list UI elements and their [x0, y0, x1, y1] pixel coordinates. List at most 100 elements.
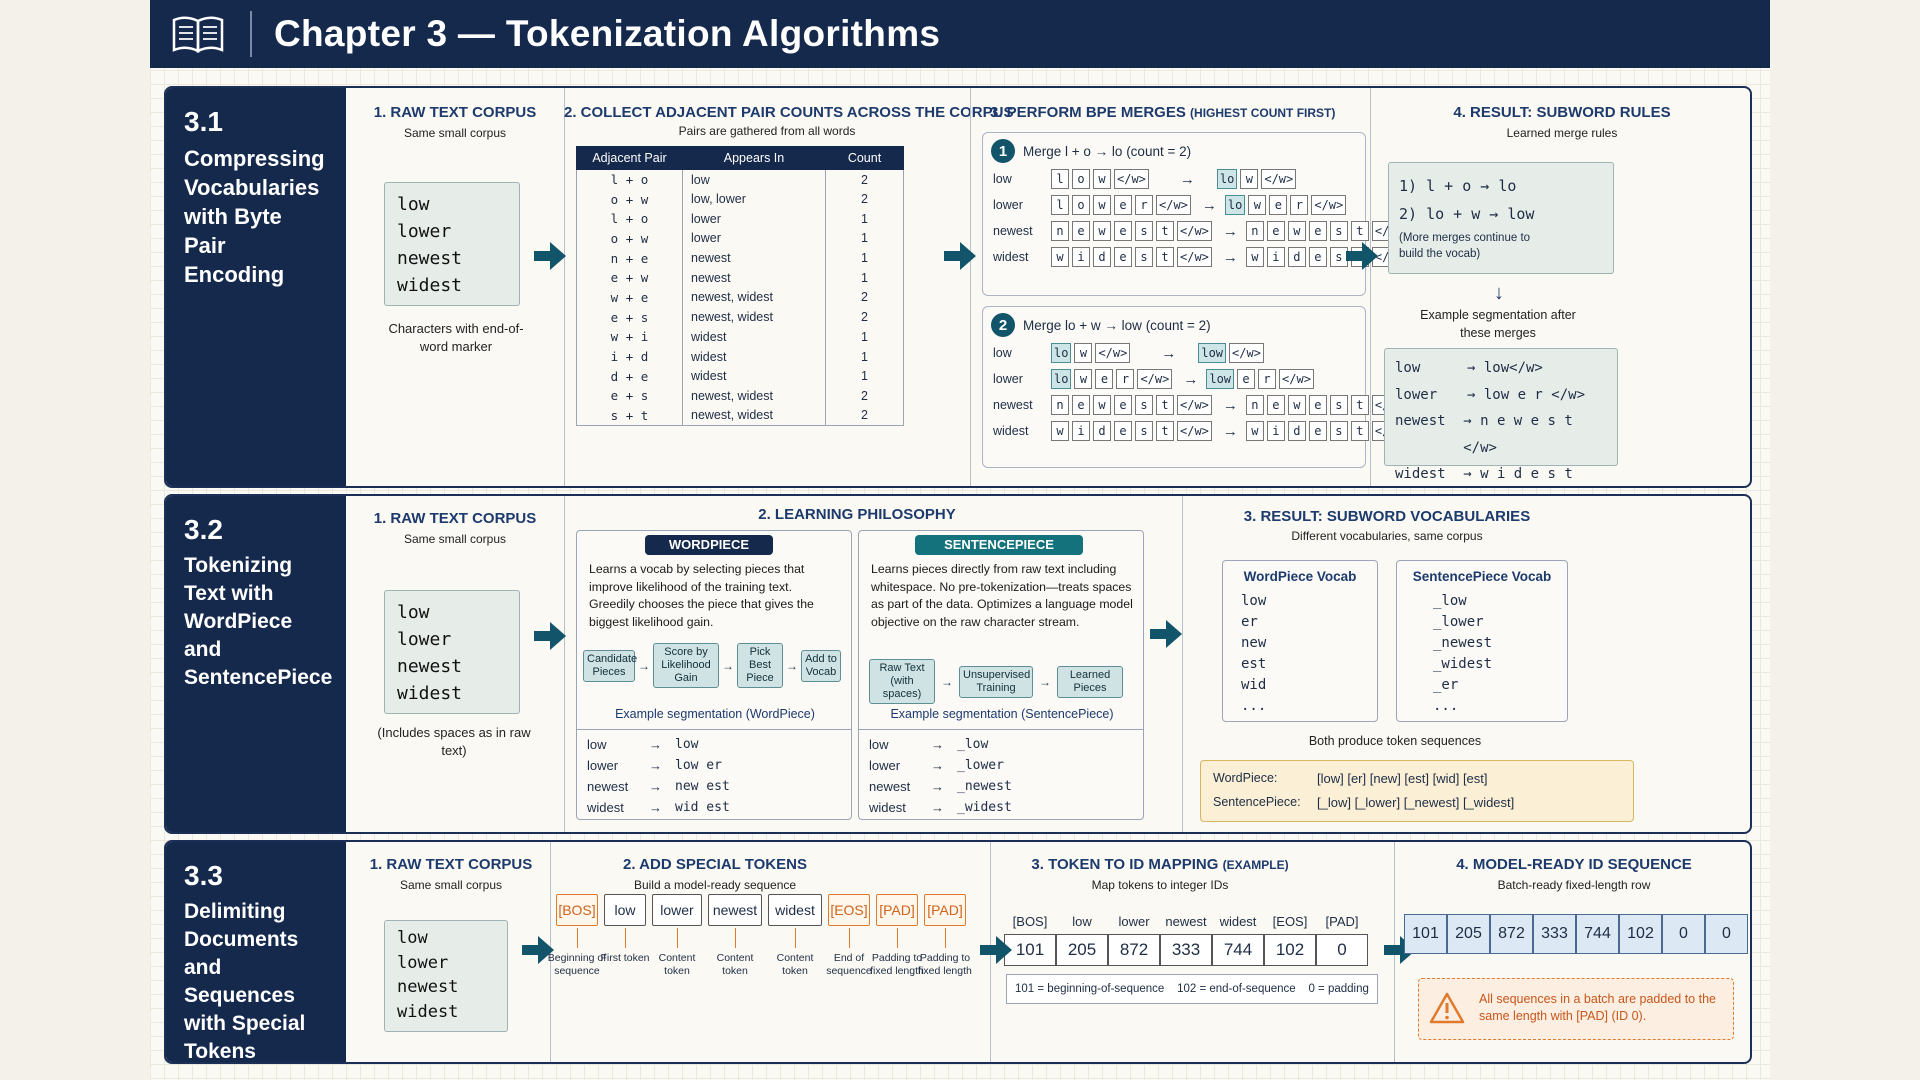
flow-step: Unsupervised Training	[959, 665, 1033, 698]
segmentation-row: newest → _newest	[869, 779, 1012, 794]
token-chip: low	[1198, 343, 1227, 363]
token-chip: e	[1114, 421, 1132, 441]
token-chip: e	[1266, 221, 1285, 241]
arrow-right-icon: →	[649, 737, 662, 752]
seg-word: newest	[869, 779, 911, 794]
id-cell: 0	[1316, 934, 1368, 966]
special-token: [PAD]	[876, 894, 918, 926]
corpus-word: lower	[397, 629, 452, 650]
section-sidebar: 3.2 Tokenizing Text with WordPiece and S…	[166, 496, 346, 832]
merge-word: widest	[993, 424, 1029, 438]
token-chip: w	[1093, 195, 1111, 215]
merge-word: low	[993, 346, 1012, 360]
column-subheading: Learned merge rules	[1506, 126, 1618, 140]
table-row: o + w lower 1	[576, 228, 904, 249]
header-divider	[250, 11, 252, 57]
token-chip: lo	[1224, 195, 1246, 215]
connector-line	[735, 928, 736, 948]
seg-word: lower	[1395, 386, 1438, 403]
sequence-label: SentencePiece:	[1213, 795, 1301, 809]
merge-word: newest	[993, 224, 1033, 238]
token-chip: e	[1308, 247, 1327, 267]
corpus-word: lower	[397, 952, 449, 973]
merge-rule: 2) lo + w → low	[1399, 205, 1535, 223]
column-subheading: Build a model-ready sequence	[633, 878, 797, 892]
token-chip: i	[1072, 247, 1090, 267]
corpus-box: low lower newest widest	[384, 920, 508, 1032]
segmentation-label: Example segmentation (SentencePiece)	[890, 707, 1114, 721]
column-heading: 3. TOKEN TO ID MAPPING (EXAMPLE)	[990, 856, 1330, 873]
id-cell: 102	[1619, 914, 1662, 954]
page-title: Chapter 3 — Tokenization Algorithms	[274, 13, 941, 54]
token-chip: </w>	[1095, 343, 1131, 363]
column-heading: 4. RESULT: SUBWORD RULES	[1453, 104, 1671, 121]
wordpiece-panel: WORDPIECE Learns a vocab by selecting pi…	[576, 530, 852, 820]
token-label: Padding to fixed length	[870, 952, 924, 977]
section-special-tokens: 3.3 Delimiting Documents and Sequences w…	[164, 840, 1752, 1064]
pair-cell: e + w	[576, 267, 683, 288]
wordpiece-vocab-box: WordPiece Vocab low er new est wid...	[1222, 560, 1378, 722]
corpus-word: newest	[397, 977, 459, 997]
section-title: Tokenizing Text with WordPiece and Sente…	[184, 554, 333, 689]
id-cell: 205	[1447, 914, 1490, 954]
corpus-word: low	[397, 194, 430, 215]
token-chip: lo	[1216, 169, 1238, 189]
token-chip: e	[1114, 221, 1132, 241]
token-header: [EOS]	[1272, 914, 1308, 929]
token-chip: r	[1116, 369, 1135, 389]
pair-cell: l + o	[576, 208, 683, 229]
column-subheading: Same small corpus	[403, 126, 507, 140]
token-chip: </w>	[1261, 169, 1297, 189]
column-subheading: Batch-ready fixed-length row	[1497, 878, 1651, 892]
heading-qualifier: (HIGHEST COUNT FIRST)	[1190, 106, 1336, 120]
heading-text: 3. TOKEN TO ID MAPPING	[1031, 856, 1219, 873]
book-icon	[172, 16, 224, 54]
section-number: 3.2	[184, 514, 223, 545]
arrow-right-icon: →	[1039, 674, 1051, 689]
corpus-word: widest	[397, 275, 463, 296]
token-chip: r	[1258, 369, 1277, 389]
bpe-merges-column: 3. PERFORM BPE MERGES (HIGHEST COUNT FIR…	[970, 88, 1407, 486]
token-chip: </w>	[1137, 369, 1173, 389]
segmentation-label: Example segmentation (WordPiece)	[615, 707, 815, 721]
table-row: s + t newest, widest 2	[576, 405, 904, 426]
example-label: Example segmentation after these merges	[1420, 308, 1576, 340]
seg-result: new est	[675, 779, 730, 794]
count-cell: 1	[825, 208, 904, 229]
seg-result: _low	[957, 737, 989, 752]
merge-count: (count = 2)	[1126, 143, 1192, 159]
special-tokens-column: 2. ADD SPECIAL TOKENS Build a model-read…	[548, 842, 976, 1062]
seg-result: low	[675, 737, 699, 752]
token-chip: w	[1093, 169, 1111, 189]
token-chip: i	[1072, 421, 1090, 441]
warning-icon	[1429, 992, 1465, 1024]
corpus-word: low	[397, 928, 428, 948]
token-chip: w	[1245, 421, 1264, 441]
token-chip: </w>	[1279, 369, 1314, 389]
step-number-badge: 2	[991, 313, 1015, 337]
token-label: Content token	[658, 952, 696, 977]
pair-cell: w + e	[576, 287, 683, 308]
merge-rule: 1) l + o → lo	[1399, 177, 1517, 195]
token-chip: w	[1287, 221, 1306, 241]
section-number: 3.3	[184, 860, 223, 891]
step-number-badge: 1	[991, 139, 1015, 163]
count-cell: 2	[825, 287, 904, 308]
token-header: [PAD]	[1325, 914, 1359, 929]
content-token: lower	[652, 894, 702, 926]
content-token: widest	[768, 894, 822, 926]
arrow-right-icon: →	[931, 737, 944, 752]
vocab-item: ...	[1241, 698, 1267, 714]
column-divider	[1182, 496, 1183, 832]
vocab-item: low	[1241, 593, 1267, 609]
token-chip: </w>	[1177, 221, 1212, 241]
arrow-right-icon: →	[941, 674, 953, 689]
column-divider	[564, 88, 565, 486]
token-chip: i	[1266, 247, 1285, 267]
corpus-word: newest	[397, 656, 463, 677]
token-chip: e	[1095, 369, 1114, 389]
connector-line	[677, 928, 678, 948]
